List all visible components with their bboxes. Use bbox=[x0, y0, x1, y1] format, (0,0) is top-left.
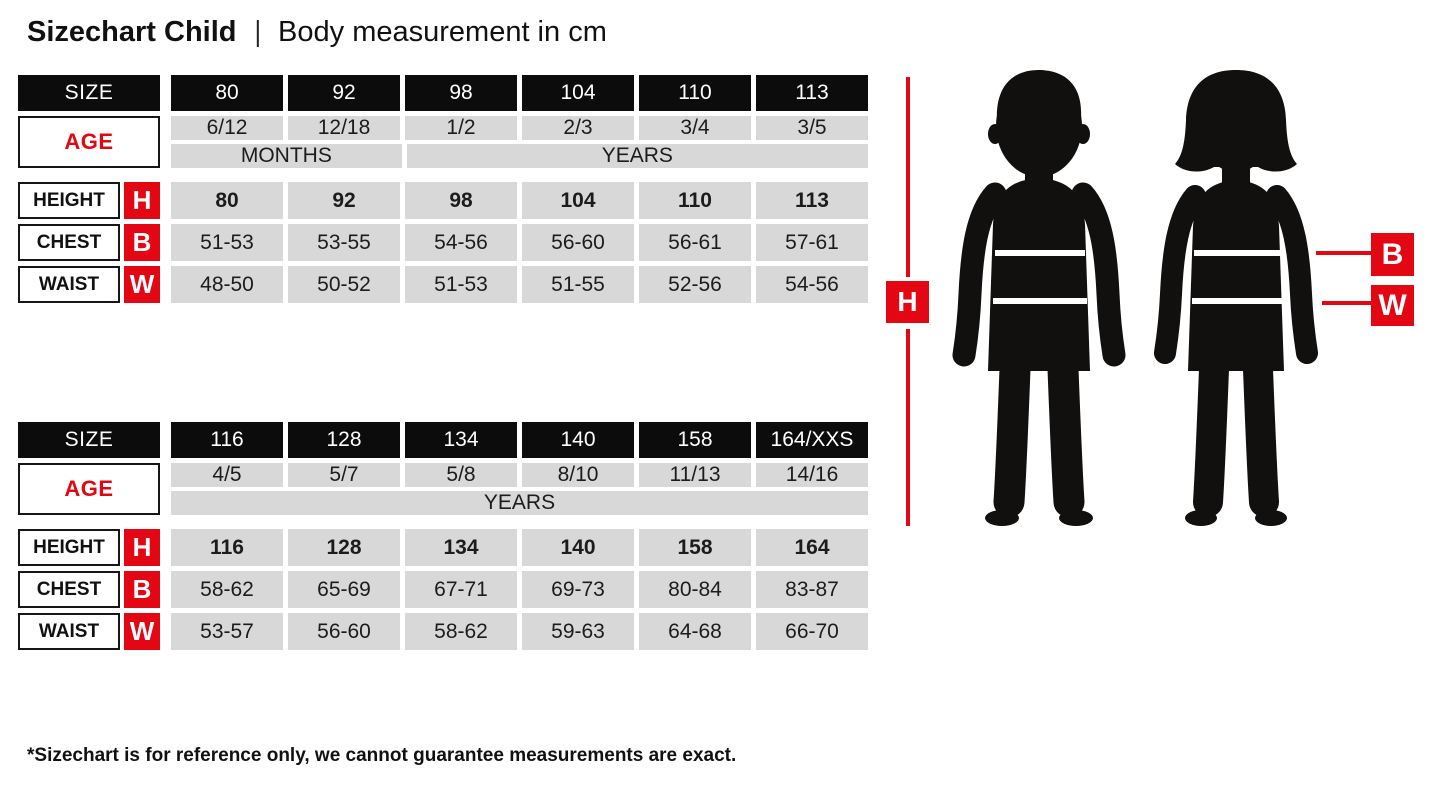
measurement-cell: 54-56 bbox=[405, 224, 517, 261]
measurement-cell: 59-63 bbox=[522, 613, 634, 650]
measurement-cell: 116 bbox=[171, 529, 283, 566]
measurement-cell: 53-55 bbox=[288, 224, 400, 261]
measurement-cell: 51-53 bbox=[171, 224, 283, 261]
age-value-cell: 8/10 bbox=[522, 463, 634, 487]
height-measure-line bbox=[906, 329, 910, 526]
measurement-cell: 83-87 bbox=[756, 571, 868, 608]
age-value-cell: 11/13 bbox=[639, 463, 751, 487]
period-cell-years: YEARS bbox=[406, 144, 868, 168]
row-label-height: HEIGHT bbox=[18, 182, 120, 219]
footnote: *Sizechart is for reference only, we can… bbox=[27, 745, 737, 766]
measurement-cell: 67-71 bbox=[405, 571, 517, 608]
measurement-cell: 50-52 bbox=[288, 266, 400, 303]
age-header-cell: AGE bbox=[18, 463, 160, 515]
size-value-cell: 110 bbox=[639, 75, 751, 111]
height-measure-line bbox=[906, 77, 910, 277]
size-value-cell: 164/XXS bbox=[756, 422, 868, 458]
waist-measure-line bbox=[1322, 301, 1372, 305]
chest-badge: B bbox=[1371, 233, 1414, 276]
age-value-cell: 1/2 bbox=[405, 116, 517, 140]
size-value-cell: 116 bbox=[171, 422, 283, 458]
measurement-cell: 69-73 bbox=[522, 571, 634, 608]
size-value-cell: 113 bbox=[756, 75, 868, 111]
row-label-waist: WAIST bbox=[18, 266, 120, 303]
age-value-cell: 12/18 bbox=[288, 116, 400, 140]
measurement-cell: 54-56 bbox=[756, 266, 868, 303]
measurement-cell: 48-50 bbox=[171, 266, 283, 303]
age-header-cell: AGE bbox=[18, 116, 160, 168]
age-value-cell: 14/16 bbox=[756, 463, 868, 487]
age-value-cell: 5/7 bbox=[288, 463, 400, 487]
size-table-top: SIZE 80 92 98 104 110 113 AGE 6/12 12/18… bbox=[18, 75, 868, 308]
period-cell-months: MONTHS bbox=[171, 144, 402, 168]
waist-letter-badge: W bbox=[124, 266, 160, 303]
measurement-cell: 58-62 bbox=[405, 613, 517, 650]
measurement-cell: 134 bbox=[405, 529, 517, 566]
row-label-height: HEIGHT bbox=[18, 529, 120, 566]
measurement-cell: 128 bbox=[288, 529, 400, 566]
measurement-cell: 56-60 bbox=[288, 613, 400, 650]
page-subtitle: Body measurement in cm bbox=[278, 16, 607, 48]
age-value-cell: 3/4 bbox=[639, 116, 751, 140]
waist-letter-badge: W bbox=[124, 613, 160, 650]
size-value-cell: 158 bbox=[639, 422, 751, 458]
measurement-cell: 57-61 bbox=[756, 224, 868, 261]
age-value-cell: 3/5 bbox=[756, 116, 868, 140]
measurement-cell: 51-53 bbox=[405, 266, 517, 303]
size-value-cell: 98 bbox=[405, 75, 517, 111]
measurement-cell: 53-57 bbox=[171, 613, 283, 650]
chest-letter-badge: B bbox=[124, 224, 160, 261]
measurement-cell: 66-70 bbox=[756, 613, 868, 650]
measurement-cell: 158 bbox=[639, 529, 751, 566]
measurement-cell: 51-55 bbox=[522, 266, 634, 303]
chest-measure-line bbox=[1316, 251, 1372, 255]
age-value-cell: 2/3 bbox=[522, 116, 634, 140]
row-label-chest: CHEST bbox=[18, 224, 120, 261]
row-label-chest: CHEST bbox=[18, 571, 120, 608]
title-separator: | bbox=[254, 16, 261, 48]
measurement-cell: 80-84 bbox=[639, 571, 751, 608]
size-value-cell: 128 bbox=[288, 422, 400, 458]
height-letter-badge: H bbox=[124, 182, 160, 219]
measurement-cell: 140 bbox=[522, 529, 634, 566]
chest-letter-badge: B bbox=[124, 571, 160, 608]
measurement-cell: 164 bbox=[756, 529, 868, 566]
size-value-cell: 80 bbox=[171, 75, 283, 111]
measurement-cell: 56-61 bbox=[639, 224, 751, 261]
measurement-cell: 113 bbox=[756, 182, 868, 219]
measurement-cell: 104 bbox=[522, 182, 634, 219]
page-header: Sizechart Child | Body measurement in cm bbox=[27, 16, 607, 49]
measurement-cell: 110 bbox=[639, 182, 751, 219]
girl-silhouette bbox=[1154, 70, 1318, 526]
height-badge: H bbox=[886, 281, 929, 323]
period-cell-years: YEARS bbox=[171, 491, 868, 515]
size-header-cell: SIZE bbox=[18, 75, 160, 111]
measurement-cell: 56-60 bbox=[522, 224, 634, 261]
boy-silhouette bbox=[952, 69, 1126, 526]
age-value-cell: 4/5 bbox=[171, 463, 283, 487]
height-letter-badge: H bbox=[124, 529, 160, 566]
size-value-cell: 92 bbox=[288, 75, 400, 111]
measurement-cell: 52-56 bbox=[639, 266, 751, 303]
waist-badge: W bbox=[1371, 285, 1414, 326]
measurement-cell: 58-62 bbox=[171, 571, 283, 608]
size-header-cell: SIZE bbox=[18, 422, 160, 458]
measurement-cell: 98 bbox=[405, 182, 517, 219]
measurement-cell: 65-69 bbox=[288, 571, 400, 608]
size-value-cell: 140 bbox=[522, 422, 634, 458]
age-value-cell: 6/12 bbox=[171, 116, 283, 140]
row-label-waist: WAIST bbox=[18, 613, 120, 650]
age-value-cell: 5/8 bbox=[405, 463, 517, 487]
size-value-cell: 134 bbox=[405, 422, 517, 458]
measurement-cell: 92 bbox=[288, 182, 400, 219]
page-title: Sizechart Child bbox=[27, 16, 237, 48]
measurement-cell: 80 bbox=[171, 182, 283, 219]
size-value-cell: 104 bbox=[522, 75, 634, 111]
size-table-bottom: SIZE 116 128 134 140 158 164/XXS AGE 4/5… bbox=[18, 422, 868, 655]
measurement-cell: 64-68 bbox=[639, 613, 751, 650]
